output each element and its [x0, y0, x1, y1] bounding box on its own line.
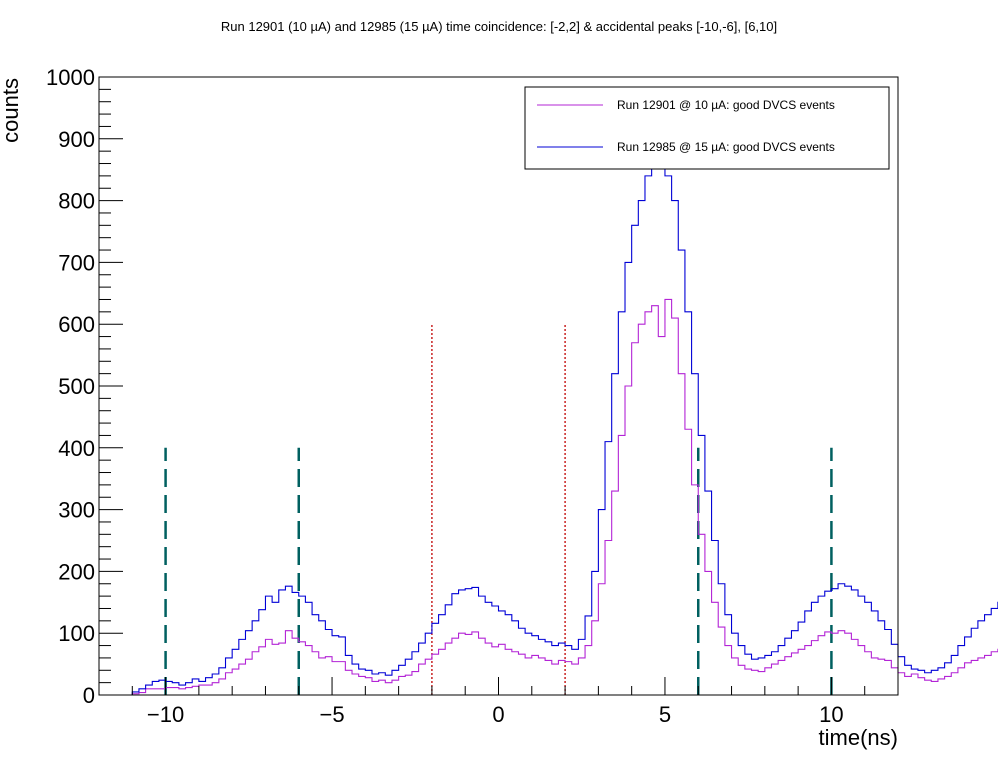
x-tick-label: 5: [659, 702, 671, 727]
x-tick-label: 0: [492, 702, 504, 727]
legend-entry-run-12985: Run 12985 @ 15 µA: good DVCS events: [617, 140, 835, 154]
x-axis-label: time(ns): [819, 725, 898, 750]
legend: Run 12901 @ 10 µA: good DVCS events Run …: [524, 86, 890, 170]
y-tick-label: 700: [58, 250, 95, 275]
y-tick-label: 800: [58, 189, 95, 214]
y-tick-label: 300: [58, 498, 95, 523]
y-tick-label: 500: [58, 374, 95, 399]
y-tick-label: 600: [58, 312, 95, 337]
y-tick-label: 400: [58, 436, 95, 461]
series-line-run-12985: [131, 150, 998, 696]
x-tick-label: −5: [319, 702, 344, 727]
x-tick-label: 10: [819, 702, 843, 727]
y-axis-label: counts: [0, 78, 23, 143]
series-layer: [131, 150, 998, 696]
y-tick-label: 0: [83, 683, 95, 708]
y-tick-label: 200: [58, 559, 95, 584]
legend-entry-run-12901: Run 12901 @ 10 µA: good DVCS events: [617, 98, 835, 112]
chart-title: Run 12901 (10 µA) and 12985 (15 µA) time…: [221, 19, 777, 34]
x-axis: −10 −5 0 5 10: [131, 677, 866, 727]
x-tick-label: −10: [147, 702, 184, 727]
y-tick-label: 100: [58, 621, 95, 646]
y-tick-label: 900: [58, 127, 95, 152]
y-tick-label: 1000: [46, 65, 95, 90]
series-line-run-12901: [131, 298, 998, 696]
y-axis: 0 100 200 300 400 500 600 700 800 900 1000: [46, 65, 123, 708]
legend-box: [524, 86, 890, 170]
